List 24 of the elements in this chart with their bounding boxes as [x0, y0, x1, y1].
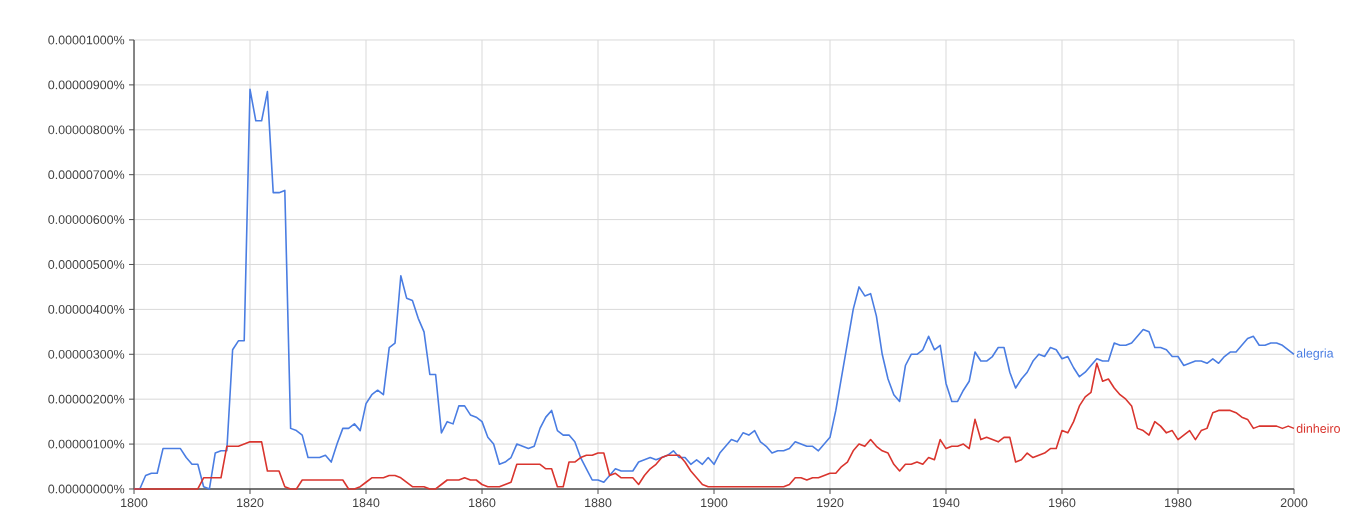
- y-tick-label: 0.00000100%: [48, 439, 125, 449]
- x-tick-label: 1840: [353, 498, 380, 508]
- x-tick-label: 1980: [1165, 498, 1192, 508]
- y-tick-label: 0.00000200%: [48, 394, 125, 404]
- y-tick-label: 0.00000900%: [48, 80, 125, 90]
- x-tick-label: 1820: [237, 498, 264, 508]
- y-tick-label: 0.00000300%: [48, 349, 125, 359]
- x-tick-label: 1960: [1049, 498, 1076, 508]
- y-tick-label: 0.00000800%: [48, 125, 125, 135]
- y-tick-label: 0.00000500%: [48, 260, 125, 269]
- x-tick-label: 2000: [1280, 498, 1308, 508]
- y-tick-label: 0.00000000%: [48, 484, 125, 494]
- y-tick-label: 0.00000600%: [48, 215, 125, 224]
- x-tick-label: 1880: [585, 498, 612, 508]
- y-tick-label: 0.00000400%: [48, 304, 125, 314]
- x-tick-label: 1900: [701, 498, 728, 508]
- x-tick-label: 1800: [121, 498, 148, 508]
- x-tick-label: 1920: [817, 498, 844, 508]
- y-tick-label: 0.00000700%: [48, 170, 125, 180]
- series-label: alegria: [1296, 348, 1334, 361]
- y-tick-label: 0.00001000%: [48, 35, 125, 45]
- x-tick-label: 1940: [933, 498, 960, 508]
- x-tick-label: 1860: [469, 498, 496, 508]
- series-label: dinheiro: [1296, 423, 1340, 433]
